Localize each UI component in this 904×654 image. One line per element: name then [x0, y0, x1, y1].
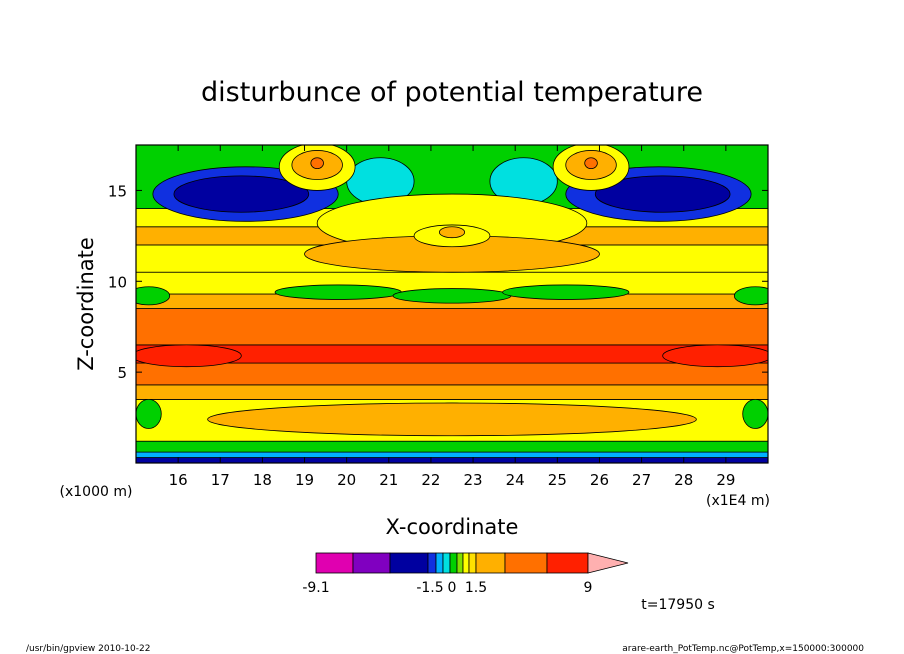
colorbar-label: 0 [448, 580, 457, 596]
colorbar-bin [462, 552, 470, 574]
axis-ticks: 16 17 18 19 20 21 22 23 24 25 26 27 28 29 5 10 15 [108, 145, 768, 489]
x-tick-label: 29 [716, 471, 735, 489]
contour-band [136, 362, 768, 386]
y-axis-label: Z-coordinate [74, 237, 98, 371]
contour-band [136, 308, 768, 346]
contour-region [136, 399, 162, 429]
colorbar-bin [468, 552, 477, 574]
footer-right: arare-earth_PotTemp.nc@PotTemp,x=150000:… [622, 644, 864, 654]
plot-area [135, 144, 769, 464]
colorbar-bin [389, 552, 429, 574]
colorbar-bin [475, 552, 506, 574]
x-tick-label: 21 [379, 471, 398, 489]
contour-region [173, 175, 310, 213]
x-tick-label: 27 [632, 471, 651, 489]
contour-region [584, 157, 598, 170]
colorbar-bin [456, 552, 464, 574]
x-tick-label: 17 [211, 471, 230, 489]
x-tick-label: 18 [253, 471, 272, 489]
y-axis-unit: (x1000 m) [60, 484, 133, 500]
contour-region [392, 288, 512, 304]
x-tick-label: 24 [506, 471, 525, 489]
contour-region [136, 344, 242, 368]
contour-region [742, 399, 768, 429]
chart-title: disturbunce of potential temperature [201, 77, 703, 108]
x-tick-label: 20 [337, 471, 356, 489]
x-tick-label: 28 [674, 471, 693, 489]
x-tick-label: 26 [590, 471, 609, 489]
y-tick-label: 10 [108, 273, 127, 291]
contour-region [310, 157, 324, 170]
contour-region [502, 284, 630, 300]
contour-band [136, 384, 768, 400]
contour-region [733, 286, 768, 306]
x-tick-label: 16 [169, 471, 188, 489]
colorbar-bin [442, 552, 451, 574]
colorbar-label: -1.5 [416, 580, 443, 596]
x-tick-label: 22 [421, 471, 440, 489]
colorbar-extend-arrow [587, 552, 629, 574]
colorbar-label: 9 [584, 580, 593, 596]
y-tick-label: 5 [117, 364, 127, 382]
x-tick-label: 25 [548, 471, 567, 489]
footer-left: /usr/bin/gpview 2010-10-22 [26, 644, 150, 654]
colorbar-bin [315, 552, 354, 574]
x-axis-label: X-coordinate [386, 515, 519, 539]
colorbar-label: -9.1 [302, 580, 329, 596]
x-tick-label: 19 [295, 471, 314, 489]
contour-region [594, 175, 731, 213]
contour-field [136, 145, 768, 463]
contour-region [207, 402, 697, 437]
colorbar-bin [504, 552, 548, 574]
contour-band [136, 451, 768, 458]
time-label: t=17950 s [641, 597, 715, 613]
contour-band [136, 440, 768, 453]
colorbar: -9.1 -1.5 1.5 9 0 [302, 552, 629, 596]
contour-region [274, 284, 402, 300]
colorbar-bin [352, 552, 391, 574]
colorbar-bin [546, 552, 589, 574]
contour-region [662, 344, 768, 368]
contour-region [136, 286, 171, 306]
colorbar-bin [435, 552, 444, 574]
colorbar-bin [427, 552, 437, 574]
x-tick-label: 23 [464, 471, 483, 489]
contour-region [438, 226, 466, 239]
colorbar-label: 1.5 [465, 580, 487, 596]
y-tick-label: 15 [108, 182, 127, 200]
x-axis-unit: (x1E4 m) [706, 493, 770, 509]
plot-frame [135, 144, 769, 464]
contour-band [136, 457, 768, 463]
colorbar-bin [449, 552, 458, 574]
